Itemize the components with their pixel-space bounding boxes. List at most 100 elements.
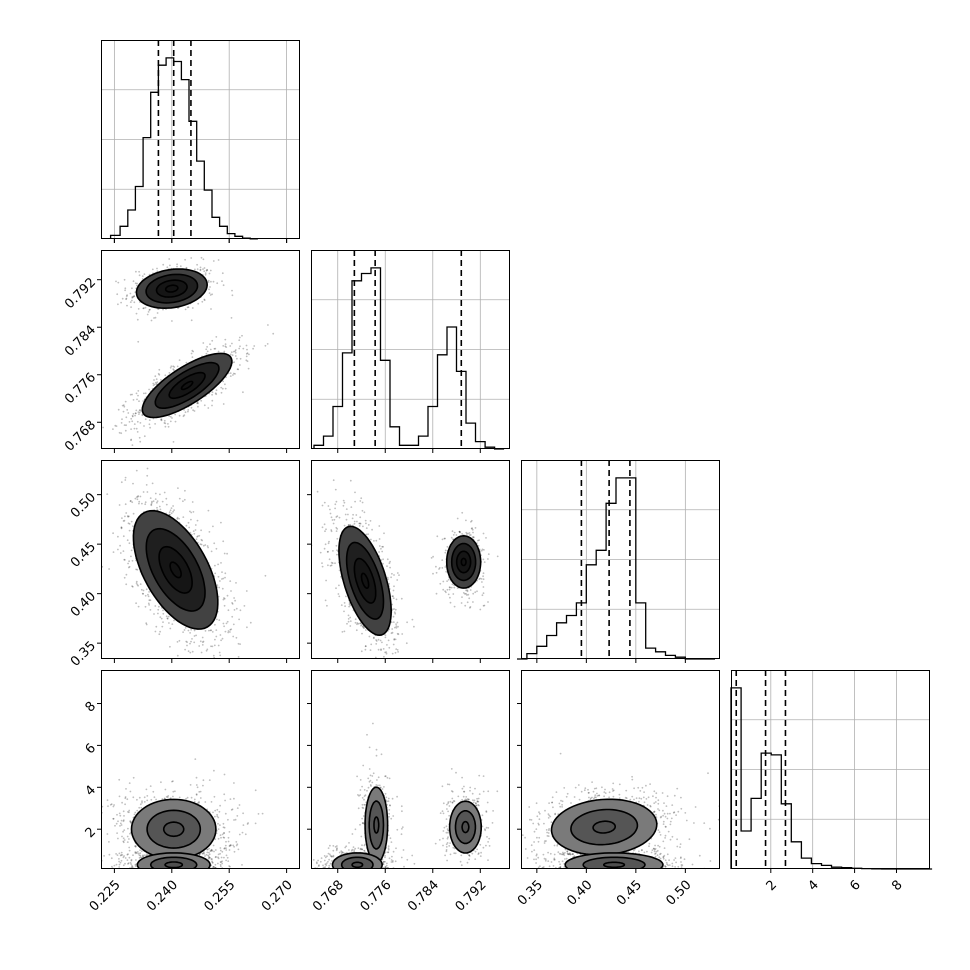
scatter-point	[358, 525, 361, 527]
scatter-point	[221, 833, 224, 836]
scatter-point	[362, 626, 365, 629]
scatter-point	[135, 427, 138, 430]
scatter-point	[172, 368, 175, 370]
scatter-point	[79, 828, 81, 830]
scatter-point	[134, 414, 137, 417]
scatter-point	[158, 633, 161, 636]
scatter-point	[373, 636, 375, 639]
scatter-point	[164, 374, 167, 377]
scatter-point	[306, 555, 308, 557]
scatter-point	[336, 528, 339, 530]
scatter-point	[241, 334, 243, 337]
scatter-point	[208, 629, 210, 632]
scatter-point	[354, 618, 357, 621]
scatter-point	[359, 622, 362, 625]
scatter-point	[345, 595, 347, 598]
scatter-point	[115, 425, 118, 427]
scatter-point	[133, 301, 136, 304]
scatter-point	[438, 567, 441, 569]
scatter-point	[206, 346, 209, 348]
scatter-point	[183, 629, 186, 631]
scatter-point	[343, 501, 346, 504]
scatter-point	[123, 519, 126, 522]
scatter-point	[390, 632, 393, 635]
scatter-point	[384, 634, 387, 637]
scatter-point	[235, 844, 238, 847]
scatter-point	[118, 778, 121, 781]
scatter-point	[394, 612, 397, 615]
scatter-point	[219, 804, 222, 807]
contour-line	[158, 545, 193, 594]
scatter-point	[442, 580, 445, 583]
scatter-point	[370, 538, 372, 541]
scatter-point	[208, 288, 210, 291]
scatter-point	[135, 284, 138, 287]
scatter-point	[139, 495, 142, 498]
scatter-point	[183, 498, 186, 501]
scatter-point	[365, 522, 367, 525]
scatter-point	[358, 661, 360, 663]
scatter-point	[381, 545, 384, 548]
scatter-point	[141, 800, 143, 803]
scatter-point	[182, 500, 184, 503]
scatter-point	[217, 563, 220, 566]
scatter-point	[223, 773, 226, 776]
scatter-point	[196, 402, 199, 405]
scatter-point	[349, 620, 352, 622]
scatter-point	[229, 631, 231, 633]
scatter-point	[386, 663, 388, 665]
scatter-point	[353, 522, 356, 525]
scatter-point	[117, 408, 120, 411]
scatter-point	[211, 861, 214, 864]
scatter-point	[154, 605, 157, 607]
scatter-point	[347, 524, 350, 527]
panel-frame	[311, 460, 510, 659]
scatter-point	[133, 295, 135, 298]
scatter-point	[148, 604, 151, 606]
scatter-point	[365, 527, 368, 529]
scatter-point	[154, 316, 157, 319]
scatter-point	[154, 375, 157, 378]
scatter-point	[189, 651, 192, 654]
scatter-point	[178, 639, 181, 642]
scatter-point	[327, 564, 329, 567]
scatter-point	[135, 582, 138, 584]
scatter-point	[221, 280, 223, 283]
scatter-point	[370, 660, 372, 662]
scatter-point	[253, 345, 256, 347]
scatter-point	[149, 497, 152, 499]
scatter-point	[189, 632, 192, 634]
scatter-point	[482, 532, 485, 535]
scatter-point	[387, 578, 389, 581]
scatter-point	[171, 320, 173, 322]
scatter-point	[229, 844, 232, 846]
scatter-point	[201, 644, 204, 646]
scatter-point	[230, 317, 233, 319]
scatter-point	[112, 817, 115, 820]
scatter-point	[145, 588, 148, 591]
scatter-point	[205, 352, 208, 355]
scatter-point	[224, 812, 227, 815]
scatter-point	[149, 599, 152, 602]
scatter-point	[154, 630, 157, 633]
scatter-point	[362, 625, 364, 628]
scatter-point	[131, 444, 134, 446]
scatter-point	[149, 308, 151, 311]
scatter-point	[394, 638, 397, 641]
scatter-point	[376, 663, 378, 665]
scatter-point	[245, 359, 248, 362]
scatter-point	[173, 509, 176, 511]
scatter-point	[444, 549, 447, 552]
scatter-point	[377, 648, 380, 651]
scatter-point	[384, 636, 387, 639]
scatter-point	[125, 583, 128, 586]
scatter-point	[199, 543, 202, 546]
scatter-point	[172, 365, 175, 368]
scatter-point	[199, 268, 202, 271]
scatter-point	[218, 586, 221, 589]
scatter-point	[214, 809, 217, 812]
scatter-point	[193, 629, 196, 632]
scatter-point	[477, 544, 480, 547]
scatter-point	[190, 518, 192, 521]
scatter-point	[246, 823, 249, 825]
